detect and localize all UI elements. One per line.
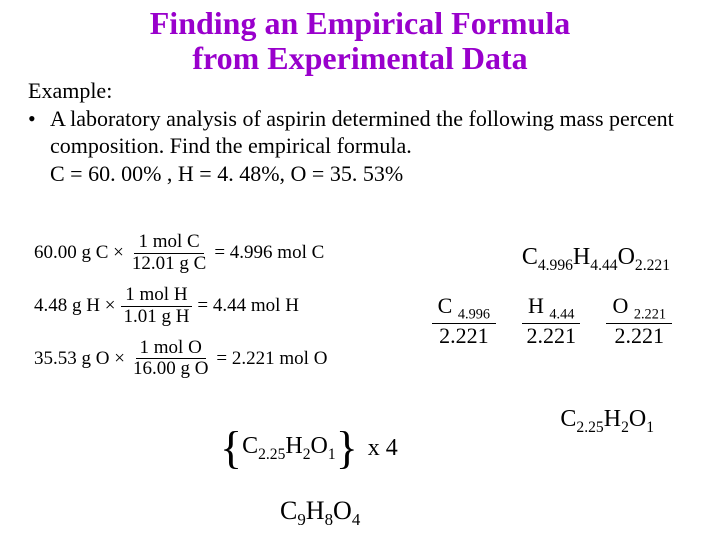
final-formula: C9H8O4 [280,496,360,530]
brace-open-icon: { [220,430,242,467]
divide-h-top: H 4.44 [522,294,580,324]
multiply-by-4: x 4 [368,435,398,462]
divide-block: C 4.996 2.221 H 4.44 2.221 O 2.221 2.221 [428,294,676,348]
final-h-e: H [306,496,325,525]
example-label: Example: [28,78,720,104]
divide-o-s: 2.221 [634,306,666,322]
divide-c-e: C [438,293,453,318]
calc-c-lhs: 60.00 g C × [34,242,124,264]
divide-o-e: O [612,293,628,318]
calc-c-den: 12.01 g C [128,254,210,275]
calc-row-c: 60.00 g C × 1 mol C 12.01 g C = 4.996 mo… [34,232,327,275]
calc-h-eq: = 4.44 mol H [197,295,299,317]
brace-row: { C2.25H2O1 } x 4 [220,430,398,467]
calc-row-o: 35.53 g O × 1 mol O 16.00 g O = 2.221 mo… [34,338,327,381]
divide-h-e: H [528,293,544,318]
brace-c-s: 2.25 [258,446,285,463]
percent-composition: C = 60. 00% , H = 4. 48%, O = 35. 53% [50,161,720,187]
brace-c-e: C [242,433,258,459]
divide-c: C 4.996 2.221 [432,294,496,348]
final-c-e: C [280,496,297,525]
calc-h-num: 1 mol H [121,285,191,307]
calc-o-eq: = 2.221 mol O [216,348,327,370]
brace-o-s: 1 [328,446,336,463]
calc-c-num: 1 mol C [134,232,203,254]
ratio-h-e: H [573,244,590,270]
calc-h-den: 1.01 g H [119,307,193,328]
ratio-c-e: C [522,244,538,270]
divide-o-bot: 2.221 [610,324,668,348]
page-title: Finding an Empirical Formula from Experi… [0,6,720,76]
calc-c-frac: 1 mol C 12.01 g C [128,232,210,275]
ratio-h-s: 4.44 [590,257,617,274]
calc-o-den: 16.00 g O [129,359,212,380]
final-h-s: 8 [325,510,333,529]
divide-h: H 4.44 2.221 [522,294,580,348]
ratio-o-e: O [618,244,635,270]
reduced-o-e: O [629,406,646,432]
divide-o: O 2.221 2.221 [606,294,672,348]
title-line-1: Finding an Empirical Formula [150,5,570,41]
ratio-o-s: 2.221 [635,257,670,274]
body-text: A laboratory analysis of aspirin determi… [50,106,692,159]
brace-h-s: 2 [303,446,311,463]
ratio-formula: C4.996H4.44O2.221 [522,244,670,275]
brace-o-e: O [311,433,328,459]
reduced-c-s: 2.25 [576,419,603,436]
calculation-block: 60.00 g C × 1 mol C 12.01 g C = 4.996 mo… [34,232,327,390]
divide-c-top: C 4.996 [432,294,496,324]
calc-row-h: 4.48 g H × 1 mol H 1.01 g H = 4.44 mol H [34,285,327,328]
final-o-e: O [333,496,352,525]
bullet-icon: • [28,106,50,159]
brace-close-icon: } [336,430,358,467]
reduced-formula: C2.25H2O1 [560,406,654,437]
calc-o-lhs: 35.53 g O × [34,348,125,370]
divide-h-bot: 2.221 [522,324,580,348]
calc-o-frac: 1 mol O 16.00 g O [129,338,212,381]
title-line-2: from Experimental Data [192,40,527,76]
calc-h-frac: 1 mol H 1.01 g H [119,285,193,328]
ratio-c-s: 4.996 [538,257,573,274]
calc-c-eq: = 4.996 mol C [214,242,324,264]
reduced-o-s: 1 [646,419,654,436]
final-c-s: 9 [297,510,305,529]
brace-formula: C2.25H2O1 [242,433,336,464]
reduced-h-s: 2 [621,419,629,436]
divide-o-top: O 2.221 [606,294,672,324]
reduced-h-e: H [604,406,621,432]
divide-c-s: 4.996 [458,306,490,322]
calc-o-num: 1 mol O [136,338,206,360]
brace-h-e: H [285,433,302,459]
final-o-s: 4 [352,510,360,529]
calc-h-lhs: 4.48 g H × [34,295,115,317]
body-bullet-row: • A laboratory analysis of aspirin deter… [28,106,692,159]
reduced-c-e: C [560,406,576,432]
divide-h-s: 4.44 [549,306,574,322]
divide-c-bot: 2.221 [435,324,493,348]
